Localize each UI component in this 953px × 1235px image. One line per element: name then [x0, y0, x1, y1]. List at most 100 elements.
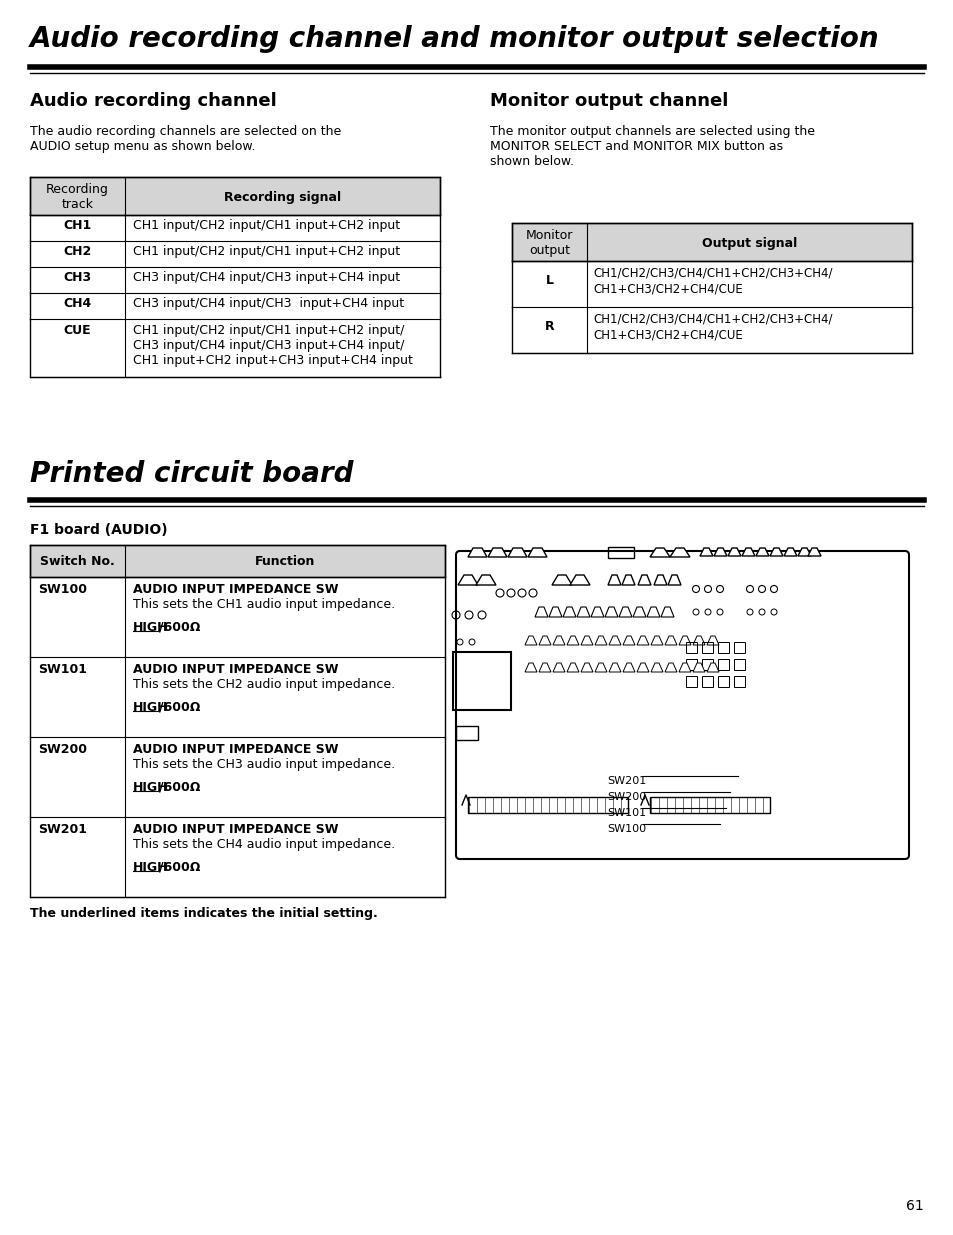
Bar: [607, 547, 634, 558]
Polygon shape: [622, 636, 635, 645]
Text: CH3: CH3: [63, 270, 91, 284]
Polygon shape: [692, 636, 704, 645]
Polygon shape: [553, 663, 564, 672]
Bar: [685, 642, 697, 653]
Text: /600Ω: /600Ω: [159, 781, 200, 794]
Text: Audio recording channel and monitor output selection: Audio recording channel and monitor outp…: [30, 25, 879, 53]
Text: Function: Function: [254, 555, 314, 568]
Text: HIGH: HIGH: [132, 701, 169, 714]
Polygon shape: [538, 663, 551, 672]
Polygon shape: [590, 606, 603, 618]
Polygon shape: [580, 663, 593, 672]
Text: This sets the CH1 audio input impedance.: This sets the CH1 audio input impedance.: [132, 598, 395, 611]
Polygon shape: [476, 576, 496, 585]
Polygon shape: [524, 636, 537, 645]
Text: CUE: CUE: [64, 324, 91, 337]
Polygon shape: [706, 636, 719, 645]
Polygon shape: [660, 606, 673, 618]
Text: Recording
track: Recording track: [46, 183, 109, 211]
Bar: [701, 659, 712, 671]
Polygon shape: [507, 548, 526, 557]
Text: SW200: SW200: [38, 743, 87, 756]
Text: SW101: SW101: [38, 663, 87, 676]
Bar: [685, 676, 697, 687]
Text: /600Ω: /600Ω: [159, 621, 200, 634]
Text: SW100: SW100: [38, 583, 87, 597]
Polygon shape: [488, 548, 506, 557]
Bar: [701, 676, 712, 687]
Text: Monitor
output: Monitor output: [525, 228, 573, 257]
Polygon shape: [755, 548, 768, 556]
Bar: [468, 797, 627, 813]
Polygon shape: [650, 636, 662, 645]
Text: /600Ω: /600Ω: [159, 701, 200, 714]
Text: SW100: SW100: [606, 824, 645, 834]
Polygon shape: [741, 548, 754, 556]
Polygon shape: [646, 606, 659, 618]
Text: CH1: CH1: [63, 219, 91, 232]
Text: CH1 input/CH2 input/CH1 input+CH2 input: CH1 input/CH2 input/CH1 input+CH2 input: [132, 219, 399, 232]
Text: SW201: SW201: [606, 776, 645, 785]
Polygon shape: [595, 663, 606, 672]
Text: CH1 input/CH2 input/CH1 input+CH2 input/
CH3 input/CH4 input/CH3 input+CH4 input: CH1 input/CH2 input/CH1 input+CH2 input/…: [132, 324, 413, 367]
Text: R: R: [544, 320, 554, 333]
Text: CH3 input/CH4 input/CH3 input+CH4 input: CH3 input/CH4 input/CH3 input+CH4 input: [132, 270, 399, 284]
Text: CH4: CH4: [63, 296, 91, 310]
Polygon shape: [566, 636, 578, 645]
Text: Audio recording channel: Audio recording channel: [30, 91, 276, 110]
Polygon shape: [633, 606, 645, 618]
Text: L: L: [545, 274, 553, 287]
Text: HIGH: HIGH: [132, 621, 169, 634]
Bar: [733, 676, 744, 687]
Text: HIGH: HIGH: [132, 861, 169, 874]
Polygon shape: [679, 636, 690, 645]
Polygon shape: [664, 636, 677, 645]
Polygon shape: [604, 606, 618, 618]
Polygon shape: [457, 576, 477, 585]
Polygon shape: [535, 606, 547, 618]
Polygon shape: [618, 606, 631, 618]
Text: Recording signal: Recording signal: [224, 191, 341, 204]
Text: SW200: SW200: [606, 792, 645, 802]
Text: Switch No.: Switch No.: [40, 555, 114, 568]
Text: Output signal: Output signal: [701, 237, 797, 249]
Polygon shape: [622, 663, 635, 672]
Text: CH2: CH2: [63, 245, 91, 258]
Text: AUDIO INPUT IMPEDANCE SW: AUDIO INPUT IMPEDANCE SW: [132, 663, 338, 676]
Polygon shape: [669, 548, 689, 557]
Polygon shape: [580, 636, 593, 645]
Bar: [512, 224, 911, 261]
Polygon shape: [797, 548, 810, 556]
Bar: [685, 659, 697, 671]
Text: AUDIO INPUT IMPEDANCE SW: AUDIO INPUT IMPEDANCE SW: [132, 823, 338, 836]
Polygon shape: [769, 548, 782, 556]
Polygon shape: [538, 636, 551, 645]
Polygon shape: [638, 576, 650, 585]
Bar: [456, 726, 477, 740]
Polygon shape: [679, 663, 690, 672]
Polygon shape: [700, 548, 712, 556]
Polygon shape: [727, 548, 740, 556]
Text: CH3 input/CH4 input/CH3  input+CH4 input: CH3 input/CH4 input/CH3 input+CH4 input: [132, 296, 404, 310]
Bar: [453, 652, 511, 710]
Polygon shape: [783, 548, 796, 556]
Polygon shape: [608, 663, 620, 672]
Polygon shape: [637, 636, 648, 645]
Text: AUDIO INPUT IMPEDANCE SW: AUDIO INPUT IMPEDANCE SW: [132, 743, 338, 756]
Bar: [718, 676, 728, 687]
Bar: [30, 545, 444, 577]
Text: AUDIO INPUT IMPEDANCE SW: AUDIO INPUT IMPEDANCE SW: [132, 583, 338, 597]
Polygon shape: [569, 576, 589, 585]
Polygon shape: [577, 606, 589, 618]
Text: CH1 input/CH2 input/CH1 input+CH2 input: CH1 input/CH2 input/CH1 input+CH2 input: [132, 245, 399, 258]
Bar: [701, 642, 712, 653]
Polygon shape: [649, 548, 669, 557]
Polygon shape: [468, 548, 486, 557]
Polygon shape: [621, 576, 635, 585]
Polygon shape: [608, 636, 620, 645]
Polygon shape: [637, 663, 648, 672]
Polygon shape: [552, 576, 572, 585]
Text: Monitor output channel: Monitor output channel: [490, 91, 727, 110]
Text: The monitor output channels are selected using the
MONITOR SELECT and MONITOR MI: The monitor output channels are selected…: [490, 125, 814, 168]
Polygon shape: [664, 663, 677, 672]
